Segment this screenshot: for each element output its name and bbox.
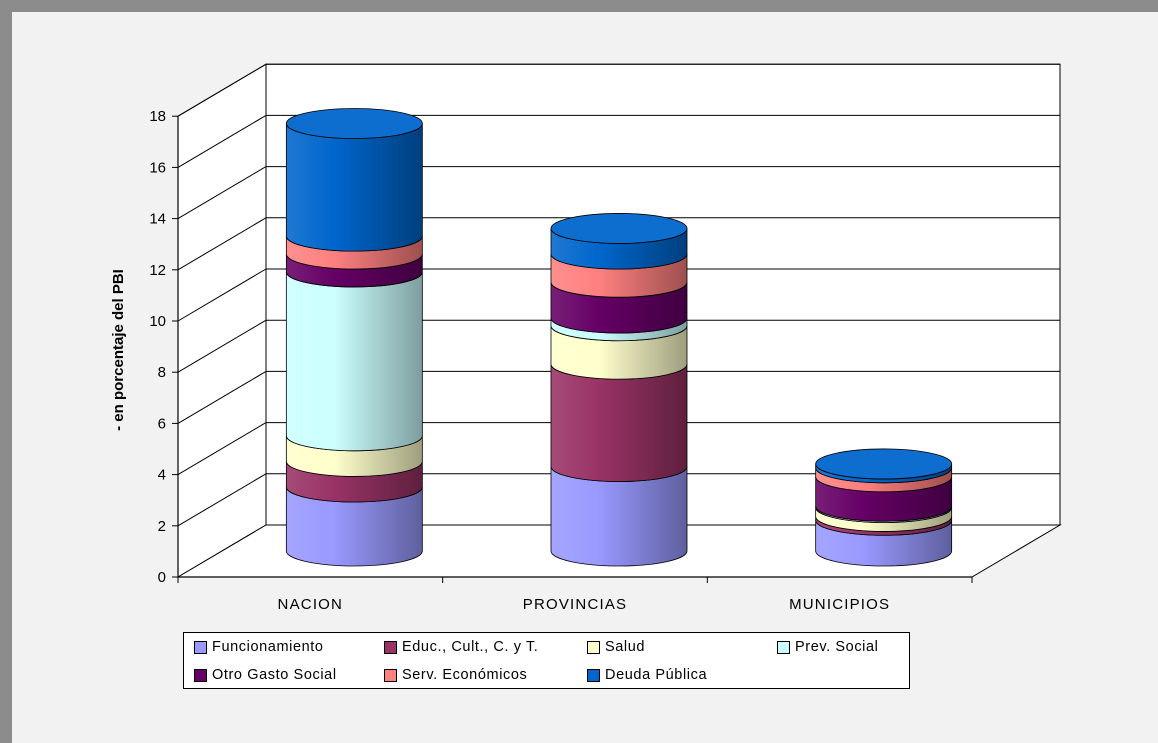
bar-top bbox=[550, 213, 688, 244]
legend-swatch bbox=[587, 668, 600, 682]
bars bbox=[285, 108, 953, 567]
bar-segment bbox=[285, 271, 423, 452]
legend-swatch bbox=[384, 668, 397, 682]
y-tick-label: 4 bbox=[158, 467, 166, 484]
window-frame-top bbox=[0, 0, 1158, 12]
legend-item: Otro Gasto Social bbox=[194, 667, 337, 683]
x-tick-label: PROVINCIAS bbox=[523, 596, 628, 613]
legend-item: Serv. Económicos bbox=[384, 667, 527, 683]
gridline bbox=[177, 319, 267, 373]
bar-top bbox=[285, 108, 423, 139]
bar-segment bbox=[285, 123, 423, 252]
x-axis: NACION PROVINCIAS MUNICIPIOS bbox=[177, 576, 973, 613]
y-axis-title: - en porcentaje del PBI bbox=[110, 269, 127, 431]
gridline bbox=[177, 166, 267, 220]
y-tick-label: 6 bbox=[158, 415, 166, 432]
legend-label: Serv. Económicos bbox=[402, 667, 528, 683]
gridline bbox=[177, 268, 267, 322]
legend-label: Prev. Social bbox=[795, 639, 879, 655]
y-tick-label: 2 bbox=[158, 518, 166, 535]
bar-top bbox=[815, 448, 953, 480]
legend-label: Deuda Pública bbox=[605, 667, 708, 683]
legend-swatch bbox=[194, 668, 207, 682]
gridline bbox=[177, 370, 267, 424]
gridline bbox=[177, 422, 267, 476]
gridline bbox=[177, 217, 267, 271]
y-tick-label: 0 bbox=[158, 569, 166, 586]
legend-item: Funcionamiento bbox=[194, 639, 324, 655]
y-tick-label: 12 bbox=[149, 262, 166, 279]
legend: Funcionamiento Educ., Cult., C. y T. Sal… bbox=[183, 632, 910, 689]
legend-label: Educ., Cult., C. y T. bbox=[402, 639, 539, 655]
window-frame-left bbox=[0, 0, 12, 743]
gridline bbox=[177, 114, 267, 168]
bar-stack bbox=[550, 213, 688, 567]
legend-item: Salud bbox=[587, 639, 645, 655]
y-tick-label: 14 bbox=[149, 211, 166, 228]
legend-swatch bbox=[194, 640, 207, 654]
x-tick-label: NACION bbox=[278, 596, 344, 613]
legend-label: Otro Gasto Social bbox=[212, 667, 337, 683]
legend-swatch bbox=[777, 640, 790, 654]
legend-swatch bbox=[384, 640, 397, 654]
legend-label: Salud bbox=[605, 639, 646, 655]
bar-segment bbox=[550, 364, 688, 482]
y-tick-label: 18 bbox=[149, 108, 166, 125]
x-tick-label: MUNICIPIOS bbox=[789, 596, 890, 613]
y-tick-label: 16 bbox=[149, 159, 166, 176]
legend-label: Funcionamiento bbox=[212, 639, 324, 655]
gridline bbox=[177, 473, 267, 527]
legend-item: Educ., Cult., C. y T. bbox=[384, 639, 538, 655]
bar-stack bbox=[285, 108, 423, 567]
y-tick-label: 8 bbox=[158, 364, 166, 381]
gridline bbox=[177, 63, 267, 117]
y-tick-label: 10 bbox=[149, 313, 166, 330]
legend-swatch bbox=[587, 640, 600, 654]
legend-item: Prev. Social bbox=[777, 639, 879, 655]
y-axis: 0 2 4 6 8 10 12 14 16 18 bbox=[149, 108, 179, 586]
bar-stack bbox=[815, 448, 953, 567]
legend-item: Deuda Pública bbox=[587, 667, 707, 683]
